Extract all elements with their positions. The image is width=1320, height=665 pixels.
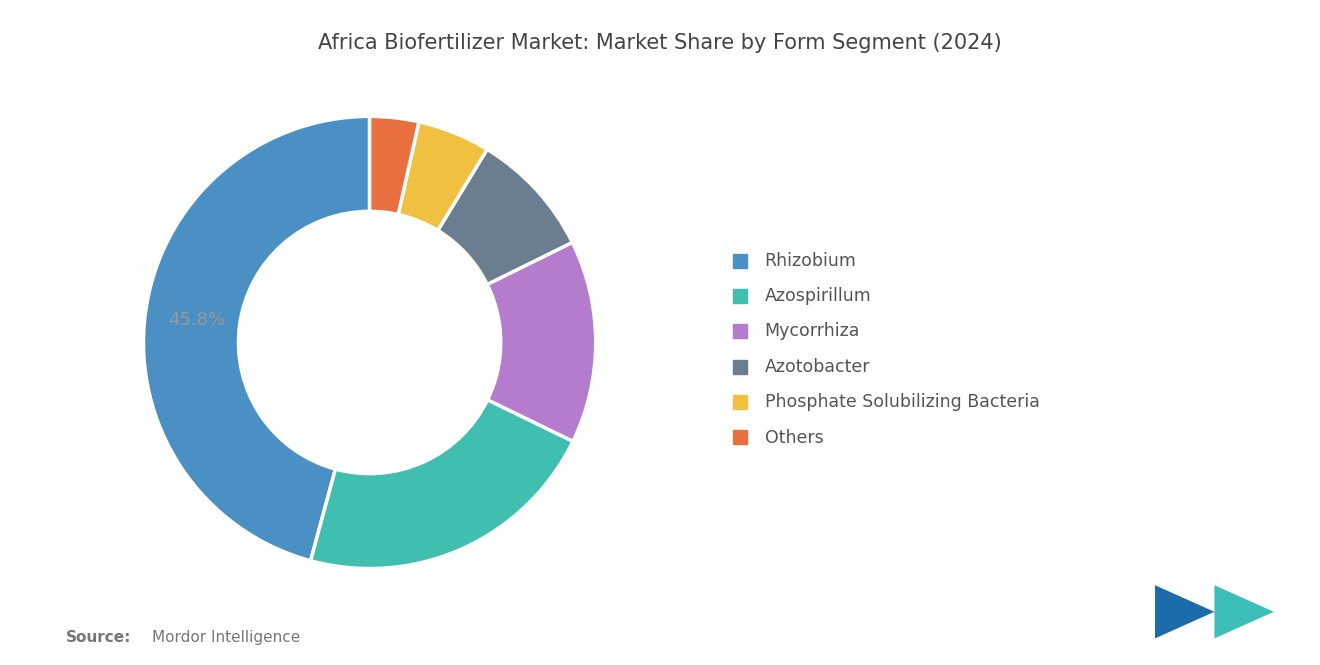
Text: Africa Biofertilizer Market: Market Share by Form Segment (2024): Africa Biofertilizer Market: Market Shar… bbox=[318, 33, 1002, 53]
Legend: Rhizobium, Azospirillum, Mycorrhiza, Azotobacter, Phosphate Solubilizing Bacteri: Rhizobium, Azospirillum, Mycorrhiza, Azo… bbox=[725, 243, 1048, 456]
Wedge shape bbox=[310, 400, 573, 569]
Text: Mordor Intelligence: Mordor Intelligence bbox=[152, 630, 300, 645]
Wedge shape bbox=[438, 150, 573, 285]
Wedge shape bbox=[370, 116, 418, 215]
Polygon shape bbox=[1214, 585, 1274, 638]
Wedge shape bbox=[144, 116, 370, 561]
Wedge shape bbox=[487, 242, 595, 442]
Polygon shape bbox=[1155, 585, 1214, 638]
Text: 45.8%: 45.8% bbox=[169, 311, 226, 329]
Wedge shape bbox=[399, 122, 487, 231]
Text: Source:: Source: bbox=[66, 630, 132, 645]
